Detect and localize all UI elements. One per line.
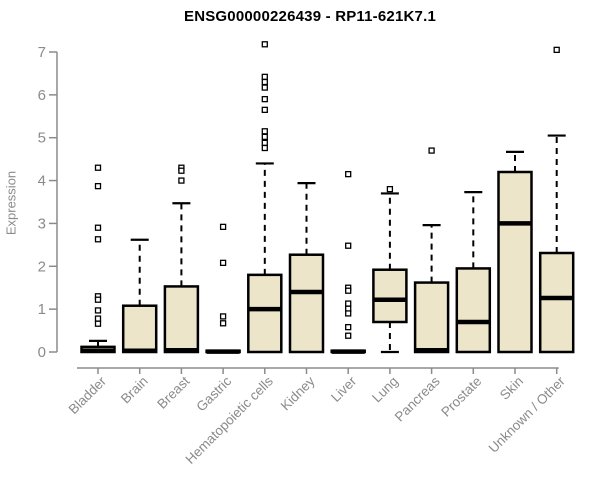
x-tick-label-gastric: Gastric bbox=[193, 373, 234, 414]
outlier-bladder bbox=[94, 236, 102, 243]
boxplot-skin bbox=[497, 150, 533, 354]
boxplot-gastric bbox=[205, 223, 241, 354]
y-tick-label-3: 3 bbox=[38, 215, 46, 232]
box-hematopoietic-cells bbox=[247, 273, 283, 354]
outlier-liver bbox=[345, 287, 352, 294]
x-tick-label-pancreas: Pancreas bbox=[392, 373, 443, 424]
outlier-liver bbox=[345, 310, 352, 317]
boxplot-prostate bbox=[455, 191, 492, 354]
boxplot-breast bbox=[163, 164, 200, 354]
outlier-liver bbox=[345, 323, 352, 331]
outlier-unknown-other bbox=[553, 46, 560, 54]
outlier-hematopoietic-cells bbox=[261, 106, 268, 114]
x-tick-label-bladder: Bladder bbox=[66, 373, 110, 417]
outlier-bladder bbox=[94, 224, 102, 231]
x-tick-label-breast: Breast bbox=[154, 373, 192, 411]
box-pancreas bbox=[413, 281, 450, 354]
box-kidney bbox=[288, 253, 325, 354]
boxplot-brain bbox=[121, 238, 158, 354]
outlier-liver bbox=[345, 300, 352, 307]
outlier-gastric bbox=[219, 259, 227, 267]
outlier-hematopoietic-cells bbox=[261, 78, 268, 86]
x-tick-label-kidney: Kidney bbox=[278, 373, 318, 413]
boxplot-unknown-other bbox=[538, 46, 575, 354]
outlier-bladder bbox=[94, 296, 102, 303]
outlier-hematopoietic-cells bbox=[261, 84, 268, 91]
outlier-hematopoietic-cells bbox=[261, 139, 268, 147]
y-tick-label-2: 2 bbox=[38, 258, 46, 275]
chart-title: ENSG00000226439 - RP11-621K7.1 bbox=[183, 8, 436, 25]
x-tick-label-liver: Liver bbox=[328, 373, 360, 405]
box-skin bbox=[497, 170, 533, 354]
outlier-hematopoietic-cells bbox=[261, 128, 268, 135]
box-prostate bbox=[455, 267, 492, 354]
outlier-pancreas bbox=[428, 147, 435, 154]
x-tick-label-brain: Brain bbox=[118, 374, 151, 407]
x-tick-label-prostate: Prostate bbox=[438, 374, 484, 420]
boxplot-pancreas bbox=[413, 147, 450, 354]
outlier-bladder bbox=[94, 164, 102, 171]
box-lung bbox=[372, 268, 408, 324]
outlier-bladder bbox=[94, 182, 102, 190]
y-tick-label-6: 6 bbox=[38, 87, 46, 104]
x-tick-label-lung: Lung bbox=[369, 374, 401, 406]
outlier-bladder bbox=[94, 307, 102, 314]
outlier-gastric bbox=[219, 313, 227, 320]
outlier-liver bbox=[345, 332, 352, 339]
x-tick-label-unknown-other: Unknown / Other bbox=[486, 373, 569, 456]
y-tick-label-5: 5 bbox=[38, 130, 46, 147]
x-tick-label-skin: Skin bbox=[497, 374, 526, 403]
outlier-hematopoietic-cells bbox=[261, 41, 268, 48]
outlier-breast bbox=[178, 177, 185, 184]
y-tick-label-1: 1 bbox=[38, 301, 46, 318]
outlier-liver bbox=[345, 242, 352, 249]
outlier-lung bbox=[386, 185, 394, 193]
outlier-bladder bbox=[94, 315, 102, 322]
boxplot-liver bbox=[330, 170, 366, 354]
boxplot-bladder bbox=[80, 164, 116, 354]
y-tick-label-4: 4 bbox=[38, 173, 46, 190]
outlier-hematopoietic-cells bbox=[261, 95, 268, 103]
boxplot-kidney bbox=[288, 182, 325, 354]
boxplot-hematopoietic-cells bbox=[247, 41, 283, 354]
outlier-liver bbox=[345, 170, 352, 178]
outlier-hematopoietic-cells bbox=[261, 144, 268, 152]
outlier-bladder bbox=[94, 320, 102, 327]
outlier-breast bbox=[178, 167, 185, 174]
box-unknown-other bbox=[538, 251, 575, 354]
outlier-gastric bbox=[219, 223, 227, 231]
outlier-hematopoietic-cells bbox=[261, 133, 268, 141]
outlier-gastric bbox=[219, 320, 227, 327]
y-tick-label-0: 0 bbox=[38, 344, 46, 361]
outlier-hematopoietic-cells bbox=[261, 73, 268, 81]
box-brain bbox=[121, 304, 158, 354]
boxplot-lung bbox=[372, 185, 408, 354]
y-tick-label-7: 7 bbox=[38, 44, 46, 61]
box-breast bbox=[163, 285, 200, 354]
